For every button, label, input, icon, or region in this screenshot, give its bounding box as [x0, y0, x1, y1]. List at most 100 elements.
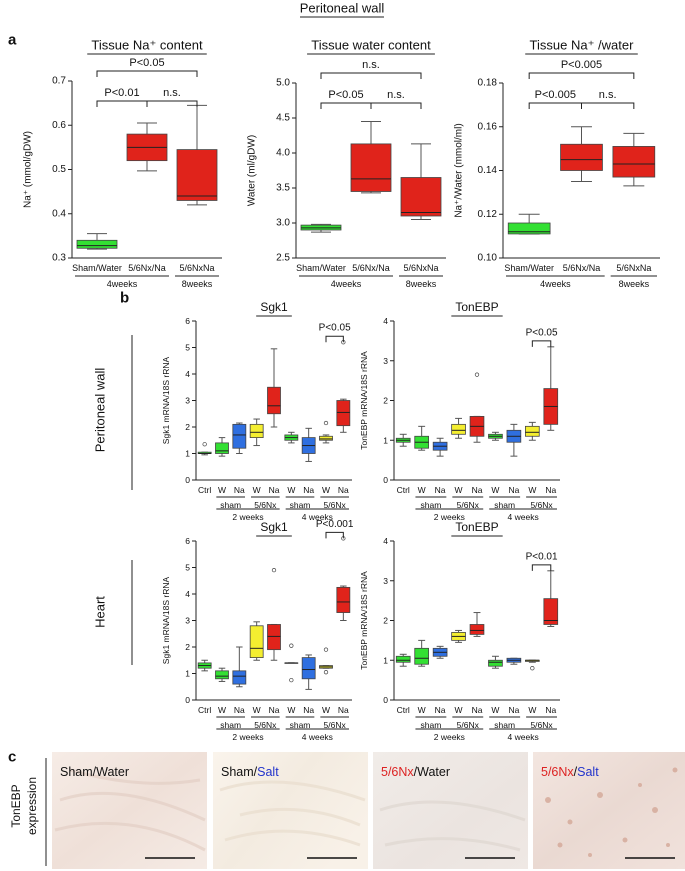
row-label: TonEBP	[9, 784, 23, 827]
bracket	[531, 564, 552, 571]
outlier	[289, 643, 294, 648]
group-label: 5/6Nx	[530, 720, 553, 730]
x-tick-label: Na	[472, 705, 483, 715]
panel-label: b	[120, 290, 129, 307]
panel-label: c	[8, 749, 16, 766]
box	[560, 143, 603, 171]
x-tick-label: W	[218, 705, 226, 715]
x-tick-label: Na	[269, 485, 280, 495]
y-tick-label: 0.10	[478, 253, 498, 264]
bracket	[528, 102, 582, 109]
significance-label: n.s.	[362, 59, 380, 71]
group-label: 2 weeks	[232, 732, 263, 742]
y-tick-label: 2	[383, 616, 388, 626]
bracket	[581, 102, 635, 109]
x-tick-label: 5/6Nx/Na	[563, 263, 601, 273]
chart-title: Sgk1	[260, 300, 288, 314]
significance-label: P<0.05	[526, 327, 558, 338]
chart-title: Tissue Na⁺ content	[91, 38, 203, 53]
x-tick-label: Na	[508, 705, 519, 715]
y-tick-label: 0.12	[478, 209, 498, 220]
y-tick-label: 4.0	[276, 148, 290, 159]
y-tick-label: 4	[383, 536, 388, 546]
figure-title: Peritoneal wall	[300, 1, 385, 16]
y-tick-label: 3	[185, 616, 190, 626]
y-tick-label: 0	[383, 695, 388, 705]
x-tick-label: Na	[508, 485, 519, 495]
x-tick-label: W	[287, 705, 295, 715]
x-tick-label: W	[418, 485, 426, 495]
box	[543, 598, 559, 625]
box	[336, 400, 351, 427]
image-label-part: /Water	[414, 765, 450, 779]
outlier	[202, 442, 207, 447]
x-tick-label: W	[528, 485, 536, 495]
image-label-part: Salt	[577, 765, 599, 779]
x-tick-label: Ctrl	[397, 485, 410, 495]
y-tick-label: 0	[383, 475, 388, 485]
x-tick-label: Na	[435, 705, 446, 715]
y-tick-label: 2	[185, 642, 190, 652]
image-label-part: 5/6Nx	[381, 765, 414, 779]
x-tick-label: W	[253, 485, 261, 495]
significance-label: n.s.	[163, 87, 181, 99]
image-label: Sham/Salt	[221, 765, 279, 779]
group-label: 4weeks	[540, 279, 571, 289]
group-label: sham	[420, 500, 441, 510]
x-tick-label: W	[218, 485, 226, 495]
significance-label: P<0.005	[535, 89, 576, 101]
y-tick-label: 0	[185, 475, 190, 485]
group-label: 8weeks	[619, 279, 650, 289]
box	[301, 657, 316, 680]
x-tick-label: Na	[269, 705, 280, 715]
significance-label: P<0.005	[561, 59, 602, 71]
x-tick-label: W	[491, 485, 499, 495]
box	[232, 670, 247, 685]
x-tick-label: 5/6NxNa	[179, 263, 214, 273]
group-label: 4 weeks	[508, 732, 539, 742]
y-tick-label: 1	[383, 435, 388, 445]
group-label: 4 weeks	[302, 512, 333, 522]
group-label: 4 weeks	[508, 512, 539, 522]
y-axis-label: Water (ml/gDW)	[247, 135, 258, 206]
y-tick-label: 6	[185, 316, 190, 326]
group-label: 5/6Nx	[324, 500, 347, 510]
significance-label: P<0.001	[316, 519, 354, 530]
group-label: sham	[290, 720, 311, 730]
significance-label: n.s.	[599, 89, 617, 101]
box	[469, 624, 485, 635]
x-tick-label: Sham/Water	[72, 263, 122, 273]
image-label-part: 5/6Nx	[541, 765, 574, 779]
outlier	[271, 568, 277, 573]
group-label: 5/6Nx	[457, 720, 480, 730]
y-tick-label: 4	[185, 589, 190, 599]
y-tick-label: 3.0	[276, 218, 290, 229]
x-tick-label: W	[418, 705, 426, 715]
y-tick-label: 3.5	[276, 183, 290, 194]
y-tick-label: 3	[383, 576, 388, 586]
image-label-part: Salt	[257, 765, 279, 779]
x-tick-label: Na	[303, 485, 314, 495]
x-tick-label: W	[322, 705, 330, 715]
significance-label: P<0.05	[328, 89, 363, 101]
y-tick-label: 0.14	[478, 165, 498, 176]
chart-title: Tissue Na⁺ /water	[530, 38, 635, 53]
y-tick-label: 0.16	[478, 121, 498, 132]
box	[400, 177, 442, 217]
micrograph	[213, 752, 368, 869]
y-tick-label: 0.5	[52, 164, 66, 175]
y-tick-label: 0	[185, 695, 190, 705]
x-tick-label: 5/6Nx/Na	[352, 263, 390, 273]
group-label: sham	[420, 720, 441, 730]
x-tick-label: Sham/Water	[296, 263, 346, 273]
image-label-part: /	[574, 765, 578, 779]
image-label: 5/6Nx/Salt	[541, 765, 599, 779]
group-label: sham	[494, 720, 515, 730]
y-axis-label: Sgk1 mRNA/18S rRNA	[161, 576, 171, 664]
group-label: 5/6Nx	[530, 500, 553, 510]
x-tick-label: Na	[234, 485, 245, 495]
x-tick-label: 5/6Nx/Na	[128, 263, 166, 273]
y-axis-label: TonEBP mRNA/18S rRNA	[359, 571, 369, 670]
chart-title: Sgk1	[260, 520, 288, 534]
bracket	[96, 70, 198, 77]
